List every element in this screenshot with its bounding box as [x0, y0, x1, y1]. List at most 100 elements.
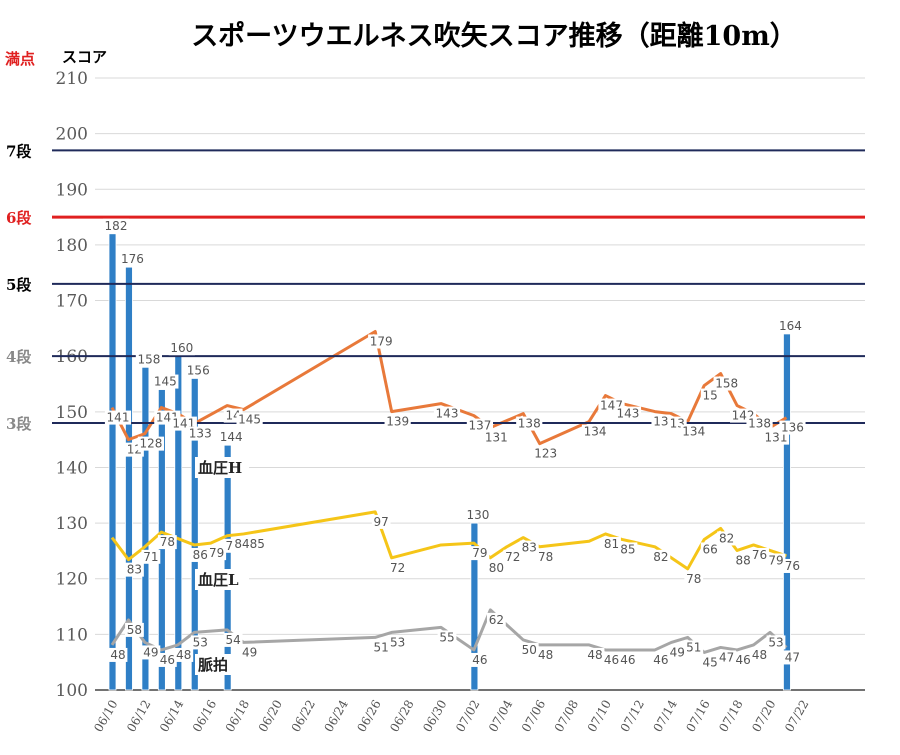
data-label-bg: [368, 334, 395, 349]
x-tick-label: 07/16: [683, 698, 712, 735]
data-label: 80: [489, 561, 504, 575]
data-label-bg: [536, 647, 556, 662]
data-label-bg: [174, 647, 194, 662]
y-tick-label: 130: [56, 514, 88, 534]
data-label-bg: [733, 652, 753, 667]
data-label: 176: [121, 252, 144, 266]
data-label: 81: [604, 537, 619, 551]
dan-label: 4段: [6, 348, 31, 366]
data-label: 76: [752, 548, 767, 562]
data-label-bg: [466, 418, 493, 433]
data-label-bg: [750, 547, 769, 562]
data-label: 79: [472, 546, 487, 560]
y-tick-label: 200: [56, 125, 88, 145]
data-label: 78: [538, 550, 553, 564]
data-label-bg: [371, 640, 391, 655]
data-label-bg: [684, 640, 704, 655]
chart-title: スポーツウエルネス吹矢スコア推移（距離10m）: [191, 20, 797, 52]
data-label-bg: [240, 645, 259, 660]
data-label: 134: [584, 425, 607, 439]
data-label-bg: [777, 318, 804, 333]
score-bar: [190, 378, 199, 691]
data-label-bg: [483, 430, 510, 445]
data-label-bg: [187, 426, 214, 441]
data-label-bg: [680, 424, 707, 439]
data-label-bg: [371, 514, 391, 529]
data-label-bg: [470, 652, 490, 667]
data-label: 79: [768, 553, 783, 567]
score-bar: [141, 366, 150, 691]
x-tick-label: 07/20: [749, 698, 778, 735]
data-label-bg: [717, 650, 737, 665]
data-label-bg: [614, 406, 642, 421]
x-tick-label: 06/26: [354, 698, 383, 735]
data-label-bg: [651, 549, 671, 564]
data-label-bg: [717, 531, 737, 546]
data-label: 82: [719, 531, 734, 545]
data-label-bg: [119, 252, 146, 267]
score-bar: [174, 355, 183, 691]
data-label-bg: [779, 420, 806, 435]
data-label-bg: [232, 536, 267, 551]
data-label: 179: [370, 334, 393, 348]
data-label: 47: [719, 650, 734, 664]
data-label: 143: [616, 407, 639, 421]
data-label-bg: [141, 549, 161, 564]
data-label-bg: [108, 647, 128, 662]
data-label-bg: [746, 416, 773, 431]
x-tick-label: 06/30: [420, 698, 449, 735]
y-tick-label: 180: [56, 236, 88, 256]
data-label-bg: [532, 446, 559, 461]
data-label: 82: [653, 550, 668, 564]
data-label: 46: [620, 653, 635, 667]
y-tick-label: 210: [56, 69, 88, 89]
series-label: 血圧L: [198, 571, 239, 589]
data-label: 72: [505, 550, 520, 564]
data-label-bg: [651, 652, 671, 667]
data-label: 53: [193, 635, 208, 649]
data-label: 138: [748, 417, 771, 431]
data-label: 143: [436, 407, 459, 421]
score-bar: [470, 522, 479, 691]
x-tick-label: 06/12: [124, 698, 153, 735]
data-label: 13: [653, 415, 668, 429]
x-tick-label: 07/06: [519, 698, 548, 735]
data-label-bg: [185, 363, 212, 378]
data-label-bg: [236, 412, 263, 427]
data-label: 160: [170, 341, 193, 355]
y-tick-label: 140: [56, 458, 88, 478]
data-label: 66: [703, 542, 718, 556]
data-label-bg: [713, 376, 740, 391]
data-label-bg: [433, 406, 461, 421]
data-label: 137: [468, 419, 491, 433]
dan-label: 6段: [6, 209, 31, 227]
data-label: 15: [703, 389, 718, 403]
x-axis: 06/10 06/12 06/14 06/16 06/18 06/20 06/22 06/24…: [91, 697, 811, 734]
x-tick-label: 07/10: [585, 698, 614, 735]
data-label-bg: [602, 536, 621, 551]
data-label-bg: [168, 341, 195, 356]
data-label-bg: [700, 655, 720, 670]
data-label-bg: [125, 562, 144, 577]
data-label-bg: [536, 549, 556, 564]
data-label-bg: [207, 546, 227, 561]
data-label-bg: [486, 560, 506, 575]
x-tick-label: 06/22: [289, 698, 318, 735]
data-label-bg: [141, 645, 161, 660]
data-label-bg: [190, 547, 210, 562]
series-label-bg: [195, 569, 249, 590]
data-label: 144: [220, 430, 243, 444]
data-label: 58: [127, 623, 142, 637]
data-label-bg: [223, 632, 243, 647]
data-label: 158: [715, 377, 738, 391]
data-label: 55: [439, 630, 454, 644]
data-label: 48: [538, 648, 553, 662]
data-label-bg: [218, 430, 245, 445]
data-label-bg: [157, 535, 177, 550]
x-tick-label: 06/14: [157, 697, 187, 734]
x-tick-label: 06/10: [91, 698, 120, 735]
data-label-bg: [486, 612, 506, 627]
x-tick-label: 07/14: [650, 697, 680, 734]
